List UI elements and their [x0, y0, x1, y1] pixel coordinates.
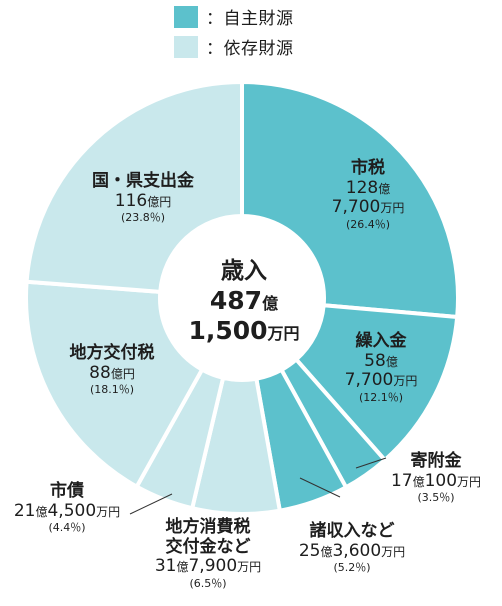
- label-shizei-pct: (26.4％): [345, 217, 391, 231]
- label-kifu-pct: (3.5％): [417, 491, 455, 505]
- center-oku: 487億: [209, 285, 279, 315]
- legend-swatch-own-revenue: [174, 5, 198, 28]
- label-shizei-man: 7,700万円: [331, 197, 405, 218]
- label-kifu: 寄附金 17億100万円 (3.5％): [376, 451, 496, 505]
- label-shisai-pct: (4.4％): [48, 521, 86, 535]
- label-kokuken-pct: (23.8％): [120, 211, 166, 225]
- label-kuriire-oku: 58億: [364, 350, 398, 371]
- legend-label-own-revenue: ：自主財源: [206, 9, 294, 29]
- label-kuriire: 繰入金 58億 7,700万円 (12.1％): [316, 331, 446, 404]
- legend-item-own-revenue: ：自主財源: [174, 4, 294, 29]
- donut-slice-7: [24, 80, 244, 294]
- label-kuriire-pct: (12.1％): [358, 390, 404, 404]
- donut-slice-1: [294, 303, 460, 463]
- legend-label-dependent-revenue: ：依存財源: [206, 39, 294, 59]
- label-kotsuzei-amount: 88億円: [89, 362, 135, 383]
- legend-swatch-dependent-revenue: [174, 35, 198, 58]
- label-shoshu-name: 諸収入など: [309, 521, 395, 541]
- donut-slice-0: [240, 80, 460, 319]
- label-shohi-amount: 31億7,900万円: [154, 556, 262, 577]
- label-shohi: 地方消費税 交付金など 31億7,900万円 (6.5％): [132, 517, 284, 590]
- label-shoshu: 諸収入など 25億3,600万円 (5.2％): [282, 521, 422, 575]
- label-kuriire-name: 繰入金: [355, 331, 407, 351]
- label-kotsuzei: 地方交付税 88億円 (18.1％): [52, 343, 172, 397]
- label-shohi-name-2: 交付金など: [165, 536, 251, 557]
- label-shizei: 市税 128億 7,700万円 (26.4％): [298, 158, 438, 231]
- label-shizei-name: 市税: [351, 158, 385, 178]
- label-kotsuzei-name: 地方交付税: [69, 343, 155, 363]
- label-shisai-name: 市債: [50, 481, 84, 501]
- label-shoshu-amount: 25億3,600万円: [298, 540, 406, 561]
- label-kifu-name: 寄附金: [410, 451, 462, 471]
- donut-slice-6: [24, 279, 205, 489]
- label-shoshu-pct: (5.2％): [333, 561, 371, 575]
- label-shohi-name-1: 地方消費税: [165, 517, 251, 537]
- label-kokuken-name: 国・県支出金: [92, 171, 194, 191]
- label-kokuken-amount: 116億円: [114, 190, 172, 211]
- label-kifu-amount: 17億100万円: [390, 470, 482, 491]
- label-kotsuzei-pct: (18.1％): [89, 383, 135, 397]
- leader-line-shoshu: [299, 477, 341, 498]
- label-shisai: 市債 21億4,500万円 (4.4％): [2, 481, 132, 535]
- legend-item-dependent-revenue: ：依存財源: [174, 34, 294, 59]
- label-shohi-pct: (6.5％): [189, 576, 227, 590]
- label-shizei-oku: 128億: [345, 177, 391, 198]
- leader-line-shisai: [129, 493, 173, 515]
- donut-center-total: 歳入 487億 1,500万円: [166, 258, 322, 346]
- center-man: 1,500万円: [188, 315, 300, 345]
- label-shisai-amount: 21億4,500万円: [13, 500, 121, 521]
- label-kokuken: 国・県支出金 116億円 (23.8％): [78, 171, 208, 225]
- center-title: 歳入: [221, 258, 267, 284]
- leader-line-kifu: [355, 457, 387, 469]
- label-kuriire-man: 7,700万円: [344, 370, 418, 391]
